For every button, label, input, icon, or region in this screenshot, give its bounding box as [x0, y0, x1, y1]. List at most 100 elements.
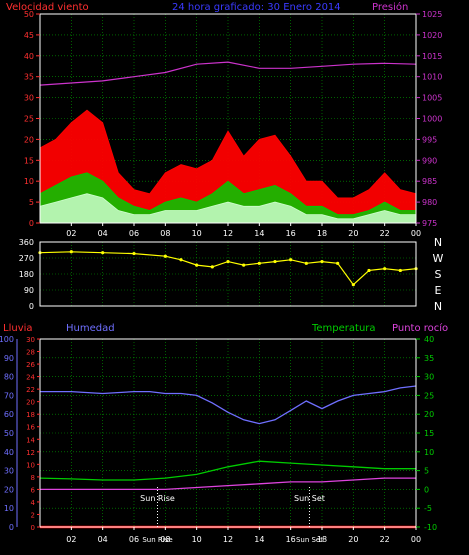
wind-tick-label: 35	[24, 73, 34, 82]
rain-tick-label: 2	[31, 511, 35, 519]
rain-tick-label: 12	[26, 449, 35, 457]
rain-tick-label: 4	[31, 499, 36, 507]
wind-tick-label: 0	[29, 219, 34, 228]
direction-point	[210, 265, 214, 269]
direction-tick-label: 0	[29, 302, 34, 311]
direction-point	[336, 261, 340, 265]
rain-axis-title: Lluvia	[3, 323, 33, 334]
direction-point	[179, 258, 183, 262]
direction-point	[273, 259, 277, 264]
wind-tick-label: 25	[24, 115, 34, 124]
temperature-tick-label: 40	[424, 335, 434, 344]
compass-label: N	[434, 236, 442, 249]
direction-point	[242, 263, 246, 267]
pressure-tick-label: 1010	[422, 73, 442, 82]
rain-tick-label: 22	[26, 386, 35, 394]
wind-speed-ticks: 0 5 10 15 20 25 30 35 40 45 50	[24, 10, 40, 228]
humidity-line	[40, 385, 417, 425]
pressure-axis-title: Presión	[372, 1, 408, 13]
rain-tick-label: 24	[26, 374, 35, 382]
wind-tick-label: 40	[24, 52, 34, 61]
sun-annotation-label: Sun Set	[294, 494, 325, 503]
climate-hour-label: 16	[286, 535, 296, 544]
wind-hour-label: 10	[192, 229, 202, 238]
climate-panel: Lluvia Humedad Temperatura Punto rocío 0…	[0, 322, 448, 544]
sun-bottom-label: Sun Rise	[142, 536, 172, 544]
direction-series	[38, 250, 418, 287]
wind-hour-label: 20	[348, 229, 358, 238]
sun-annotation-label: Sun Rise	[140, 494, 175, 503]
temperature-tick-label: 0	[424, 485, 429, 494]
rain-tick-label: 0	[31, 524, 35, 532]
wind-hour-label: 00	[411, 229, 421, 238]
pressure-tick-label: 1015	[422, 52, 442, 61]
direction-point	[163, 254, 167, 258]
wind-tick-label: 15	[24, 156, 34, 165]
humidity-tick-label: 40	[4, 448, 14, 457]
climate-hour-label: 18	[317, 535, 327, 544]
humidity-tick-label: 10	[4, 504, 14, 513]
wind-hour-label: 04	[98, 229, 108, 238]
climate-grid	[40, 338, 417, 528]
temperature-line	[39, 460, 416, 481]
calm-area	[39, 193, 417, 224]
direction-point	[132, 251, 136, 256]
sun-annotations: Sun Rise Sun Set Sun Rise Sun Set	[140, 487, 325, 544]
climate-hour-label: 22	[380, 535, 390, 544]
humidity-tick-label: 30	[4, 467, 14, 476]
temperature-tick-label: 10	[424, 448, 434, 457]
temperature-tick-label: 35	[424, 354, 434, 363]
direction-point	[304, 261, 308, 265]
pressure-tick-label: 1020	[422, 31, 442, 40]
wind-tick-label: 50	[24, 10, 34, 19]
wind-hour-label: 08	[160, 229, 170, 238]
direction-tick-label: 270	[19, 254, 34, 263]
wind-hour-label: 18	[317, 229, 327, 238]
direction-ticks: 360 270 180 90 0	[19, 238, 34, 311]
compass-label: E	[435, 284, 442, 297]
rain-tick-label: 6	[31, 486, 36, 494]
humidity-tick-label: 80	[4, 373, 14, 382]
pressure-tick-label: 995	[422, 135, 437, 144]
compass-label: W	[433, 252, 444, 265]
rain-tick-label: 18	[26, 411, 35, 419]
wind-hour-label: 22	[380, 229, 390, 238]
climate-hour-label: 14	[254, 535, 264, 544]
dewpoint-axis-title: Punto rocío	[392, 322, 448, 334]
direction-tick-label: 360	[19, 238, 34, 247]
wind-hour-label: 12	[223, 229, 233, 238]
direction-point	[367, 268, 371, 273]
humidity-tick-label: 20	[4, 485, 14, 494]
direction-point	[226, 259, 230, 264]
climate-hour-label: 20	[348, 535, 358, 544]
wind-tick-label: 30	[24, 94, 34, 103]
temperature-tick-label: 20	[424, 410, 434, 419]
direction-point	[351, 283, 355, 287]
climate-hour-label: 00	[411, 535, 421, 544]
rain-tick-label: 10	[26, 461, 35, 469]
humidity-tick-label: 70	[4, 391, 14, 400]
rain-tick-label: 16	[26, 424, 35, 432]
humidity-axis-title: Humedad	[66, 323, 115, 334]
direction-tick-label: 180	[19, 270, 34, 279]
pressure-tick-label: 990	[422, 156, 437, 165]
direction-tick-label: 90	[24, 286, 34, 295]
wind-tick-label: 5	[29, 198, 34, 207]
wind-tick-label: 10	[24, 177, 34, 186]
rain-tick-label: 20	[26, 399, 35, 407]
gust-area	[39, 109, 417, 224]
climate-hour-label: 10	[192, 535, 202, 544]
humidity-tick-label: 60	[4, 410, 14, 419]
wind-hour-label: 02	[66, 229, 76, 238]
humidity-tick-label: 100	[0, 335, 14, 344]
temperature-tick-label: 15	[424, 429, 434, 438]
climate-hour-label: 06	[129, 535, 139, 544]
temperature-tick-label: -10	[424, 523, 437, 532]
humidity-tick-label: 90	[4, 354, 14, 363]
wind-series	[39, 61, 417, 224]
chart-title: 24 hora graficado: 30 Enero 2014	[172, 2, 341, 13]
humidity-ticks: 0 10 20 30 40 50 60 70 80 90 100	[0, 335, 18, 532]
